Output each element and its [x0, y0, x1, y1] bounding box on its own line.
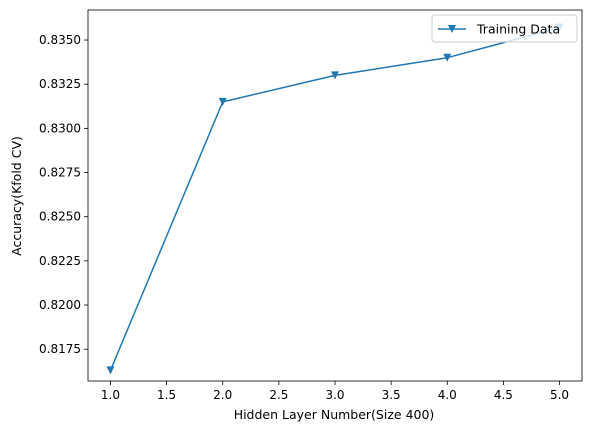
y-tick-label: 0.8200 — [39, 298, 81, 312]
x-tick-label: 3.5 — [382, 388, 401, 402]
x-tick-label: 5.0 — [550, 388, 569, 402]
y-tick-label: 0.8275 — [39, 166, 81, 180]
legend-box — [431, 14, 578, 43]
data-point-marker — [106, 366, 115, 375]
x-tick-label: 4.0 — [438, 388, 457, 402]
y-tick-label: 0.8325 — [39, 77, 81, 91]
x-tick-label: 4.5 — [494, 388, 513, 402]
y-tick-label: 0.8350 — [39, 33, 81, 47]
data-point-marker — [443, 53, 452, 62]
x-tick-label: 1.5 — [157, 388, 176, 402]
x-axis-label: Hidden Layer Number(Size 400) — [234, 407, 435, 422]
legend-marker — [448, 25, 456, 33]
y-tick-label: 0.8225 — [39, 254, 81, 268]
x-tick-label: 2.5 — [269, 388, 288, 402]
x-tick-label: 1.0 — [101, 388, 120, 402]
data-point-marker — [218, 97, 227, 106]
legend: Training Data — [431, 14, 578, 43]
x-tick-label: 2.0 — [213, 388, 232, 402]
y-tick-label: 0.8250 — [39, 210, 81, 224]
y-axis-label: Accuracy(Kfold CV) — [9, 136, 24, 256]
y-tick-label: 0.8300 — [39, 121, 81, 135]
data-point-marker — [331, 71, 339, 80]
axes: 1.0 1.5 2.0 2.5 3.0 3.5 4.0 4.5 5.0 0.8175 0.8200 0… — [39, 9, 583, 402]
legend-label: Training Data — [476, 22, 560, 37]
x-tick-label: 3.0 — [325, 388, 344, 402]
y-tick-label: 0.8175 — [39, 342, 81, 356]
